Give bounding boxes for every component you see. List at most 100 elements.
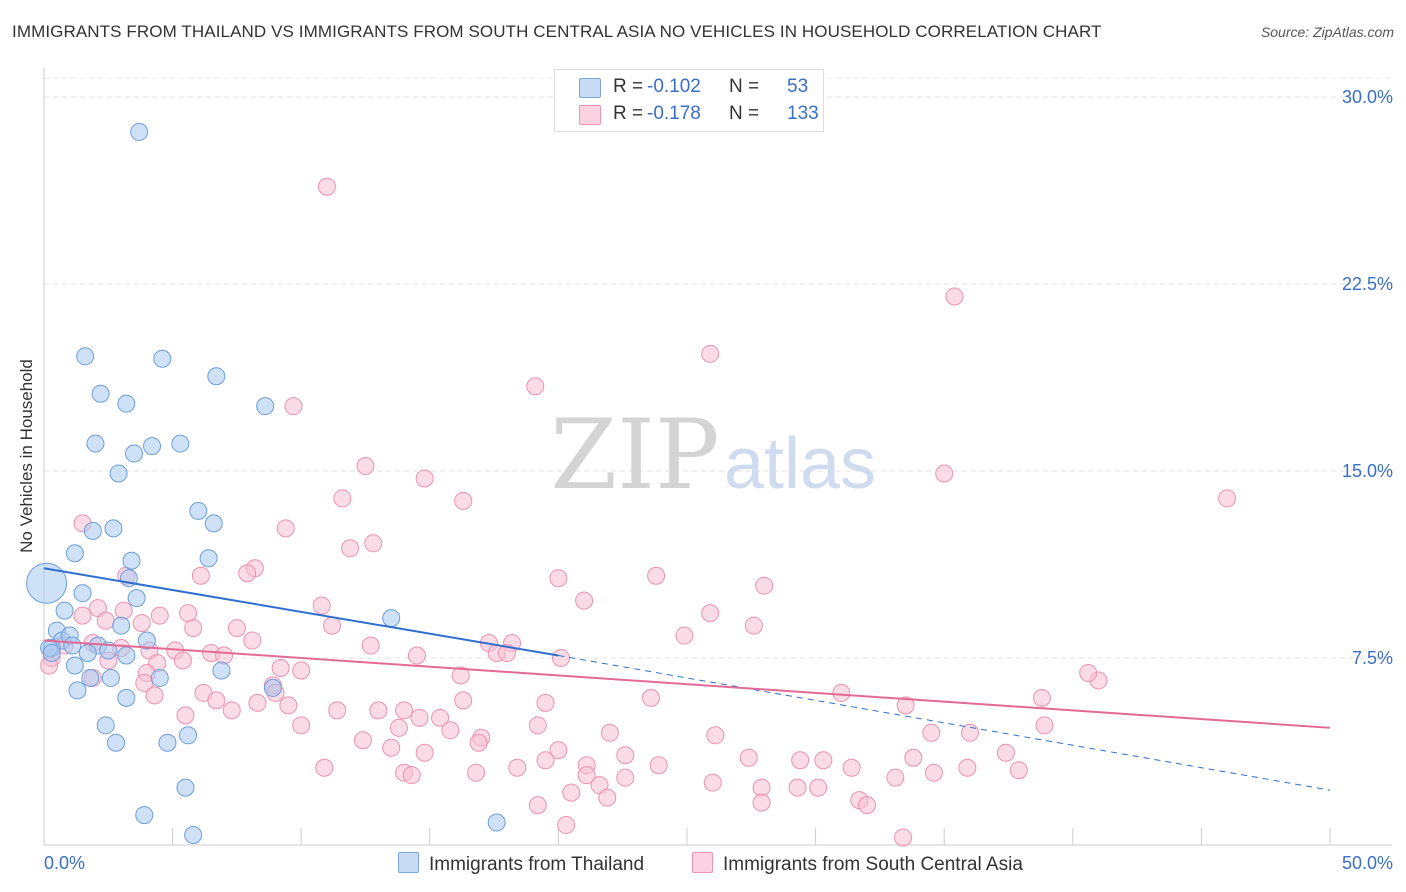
south-central-asia-point [145, 686, 164, 705]
south-central-asia-point [238, 564, 257, 583]
south-central-asia-point [706, 726, 725, 745]
south-central-asia-point [526, 377, 545, 396]
south-central-asia-point [549, 741, 568, 760]
legend-r-value: -0.178 [647, 103, 701, 124]
south-central-asia-point [207, 691, 226, 710]
south-central-asia-point [451, 666, 470, 685]
thailand-point [176, 778, 195, 797]
thailand-point [150, 668, 169, 687]
thailand-point [122, 551, 141, 570]
south-central-asia-point [467, 763, 486, 782]
south-central-asia-point [1032, 688, 1051, 707]
thailand-point [263, 678, 282, 697]
south-central-asia-point [922, 723, 941, 742]
legend-r-label: R = [613, 76, 644, 97]
south-central-asia-point [382, 738, 401, 757]
south-central-asia-point [904, 748, 923, 767]
legend-n-value: 133 [787, 103, 819, 124]
south-central-asia-point [441, 721, 460, 740]
south-central-asia-point [935, 464, 954, 483]
south-central-asia-point [191, 566, 210, 585]
south-central-asia-point [551, 649, 570, 667]
thailand-point [78, 644, 97, 663]
thailand-point [158, 733, 177, 752]
south-central-asia-point [315, 758, 334, 777]
south-central-asia-point [508, 758, 527, 777]
thailand-point [204, 514, 223, 533]
y-tick-label: 22.5% [1342, 274, 1393, 294]
south-central-asia-point [410, 708, 429, 727]
south-central-asia-point [1218, 489, 1237, 508]
thailand-point [256, 397, 275, 416]
south-central-asia-point [894, 828, 913, 847]
watermark: ZIP atlas [550, 399, 876, 511]
thailand-point [382, 609, 401, 628]
south-central-asia-point [389, 718, 408, 737]
south-central-asia-point [271, 658, 290, 677]
thailand-point [63, 636, 82, 655]
south-central-asia-point [469, 733, 488, 752]
south-central-asia-point [641, 688, 660, 707]
south-central-asia-point [176, 706, 195, 725]
y-axis-label: No Vehicles in Household [17, 359, 36, 553]
legend-swatch-thailand [579, 78, 601, 98]
south-central-asia-point [333, 489, 352, 508]
south-central-asia-point [896, 696, 915, 715]
south-central-asia-point [1079, 663, 1098, 682]
south-central-asia-point [575, 591, 594, 610]
thailand-point [26, 562, 68, 604]
legend-n-label: N = [729, 103, 760, 124]
thailand-point [109, 464, 128, 483]
south-central-asia-point [227, 619, 246, 638]
bottom-legend-label-south-central-asia: Immigrants from South Central Asia [723, 854, 1023, 875]
legend-r-value: -0.102 [647, 76, 701, 97]
y-tick-label: 15.0% [1342, 461, 1393, 481]
south-central-asia-point [1009, 761, 1028, 780]
south-central-asia-point [317, 177, 336, 196]
legend: R = -0.102 N = 53 R = -0.178 N = 133 [554, 69, 824, 132]
thailand-point [107, 733, 126, 752]
south-central-asia-point [557, 816, 576, 835]
y-tick-label: 30.0% [1342, 87, 1393, 107]
south-central-asia-point [739, 748, 758, 767]
thailand-point [179, 726, 198, 745]
south-central-asia-point [809, 778, 828, 797]
thailand-point [130, 122, 149, 141]
south-central-asia-point [528, 796, 547, 815]
x-tick-label: 50.0% [1342, 853, 1393, 873]
thailand-point [112, 616, 131, 635]
thailand-point [42, 644, 61, 663]
south-central-asia-point [395, 701, 414, 720]
thailand-point [487, 813, 506, 832]
thailand-point [104, 519, 123, 538]
south-central-asia-point [402, 766, 421, 785]
legend-r-label: R = [613, 103, 644, 124]
south-central-asia-point [415, 469, 434, 488]
y-tick-label: 7.5% [1352, 648, 1393, 668]
south-central-asia-point [173, 651, 192, 670]
south-central-asia-point [222, 701, 241, 720]
thailand-point [117, 646, 136, 665]
south-central-asia-point [528, 716, 547, 735]
south-central-asia-point [791, 751, 810, 770]
legend-n-label: N = [729, 76, 760, 97]
south-central-asia-point [284, 397, 303, 416]
bottom-legend-south-central-asia: Immigrants from South Central Asia [692, 852, 1023, 876]
south-central-asia-point [832, 683, 851, 702]
tick-labels: 7.5% 15.0% 22.5% 30.0% 0.0% 50.0% [44, 87, 1393, 873]
thailand-point [96, 716, 115, 735]
thailand-point [117, 394, 136, 413]
thailand-point [184, 826, 203, 845]
south-central-asia-point [73, 606, 92, 625]
axes [43, 68, 1392, 846]
bottom-legend-swatch-south-central-asia [692, 852, 713, 873]
south-central-asia-point [701, 344, 720, 363]
legend-swatch-south-central-asia [579, 105, 601, 125]
south-central-asia-point [858, 796, 877, 815]
south-central-asia-point [842, 758, 861, 777]
south-central-asia-point [243, 631, 262, 650]
south-central-asia-point [276, 519, 295, 538]
thailand-point [91, 384, 110, 403]
south-central-asia-point [415, 743, 434, 762]
south-central-asia-point [431, 708, 450, 727]
